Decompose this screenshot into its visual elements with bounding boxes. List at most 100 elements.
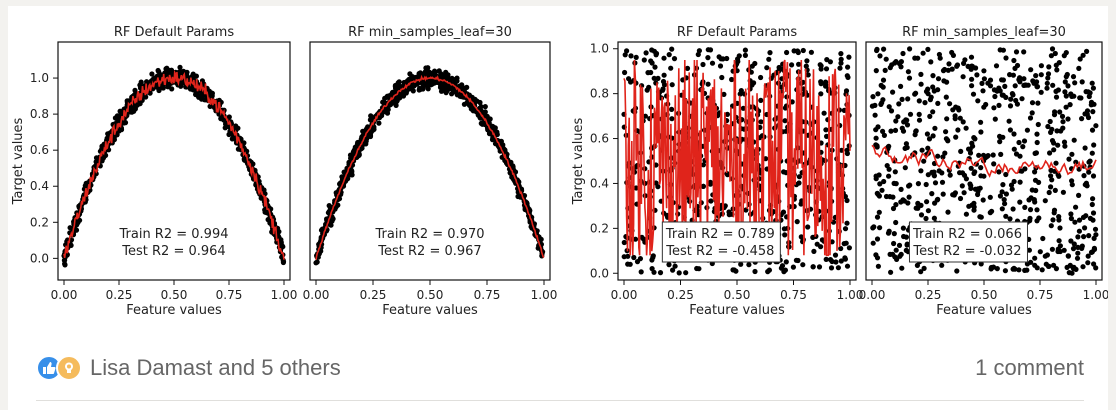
data-point bbox=[1056, 60, 1062, 66]
data-point bbox=[1048, 173, 1054, 179]
data-point bbox=[696, 48, 703, 54]
data-point bbox=[1032, 262, 1038, 268]
data-point bbox=[1045, 75, 1051, 81]
prediction-line bbox=[63, 69, 285, 260]
chart-title: RF Default Params bbox=[677, 25, 797, 40]
data-point bbox=[974, 72, 980, 78]
data-point bbox=[1057, 243, 1063, 249]
data-point bbox=[928, 94, 934, 100]
data-point bbox=[1063, 50, 1069, 56]
data-point bbox=[707, 47, 714, 53]
data-point bbox=[1068, 211, 1074, 217]
data-point bbox=[166, 82, 172, 88]
data-point bbox=[838, 51, 844, 57]
data-point bbox=[899, 125, 905, 131]
data-point bbox=[930, 73, 936, 79]
data-point bbox=[624, 48, 630, 54]
data-point bbox=[1070, 74, 1077, 80]
data-point bbox=[824, 57, 830, 63]
data-point bbox=[874, 214, 881, 220]
data-point bbox=[1089, 127, 1096, 133]
data-point bbox=[877, 225, 883, 231]
data-point bbox=[1048, 184, 1054, 190]
data-point bbox=[918, 269, 924, 275]
data-point bbox=[1029, 187, 1035, 193]
data-point bbox=[890, 89, 896, 95]
x-axis-label: Feature values bbox=[126, 303, 222, 318]
data-point bbox=[818, 63, 824, 69]
data-point bbox=[1091, 261, 1097, 267]
data-point bbox=[651, 75, 657, 81]
data-point bbox=[1085, 260, 1091, 266]
data-point bbox=[1007, 127, 1014, 133]
chart-title: RF min_samples_leaf=30 bbox=[902, 25, 1066, 40]
prediction-line bbox=[623, 59, 851, 257]
data-point bbox=[653, 52, 659, 58]
data-point bbox=[1061, 247, 1067, 253]
data-point bbox=[881, 132, 888, 138]
data-point bbox=[985, 80, 991, 86]
data-point bbox=[280, 259, 286, 266]
data-point bbox=[660, 86, 666, 92]
data-point bbox=[949, 66, 955, 72]
data-point bbox=[823, 256, 829, 262]
data-point bbox=[416, 87, 422, 93]
data-point bbox=[449, 91, 455, 97]
data-point bbox=[1026, 197, 1032, 203]
data-point bbox=[397, 95, 403, 101]
data-point bbox=[905, 96, 911, 102]
post-image[interactable]: RF Default Params 0.00 0.25 0.50 0.75 1.00 0.0… bbox=[8, 6, 1109, 336]
data-point bbox=[1073, 159, 1079, 165]
data-point bbox=[1017, 199, 1023, 205]
data-point bbox=[796, 180, 802, 186]
data-point bbox=[893, 118, 899, 124]
data-point bbox=[1017, 179, 1023, 185]
data-point bbox=[981, 104, 987, 110]
x-tick-label: 0.75 bbox=[474, 288, 501, 302]
comments-count[interactable]: 1 comment bbox=[975, 355, 1084, 380]
data-point bbox=[1032, 177, 1039, 183]
y-tick-label: 0.6 bbox=[590, 132, 609, 146]
data-point bbox=[77, 217, 83, 223]
data-point bbox=[169, 86, 175, 92]
data-point bbox=[955, 105, 961, 111]
data-point bbox=[877, 181, 883, 187]
data-point bbox=[881, 46, 887, 52]
data-point bbox=[972, 136, 978, 142]
data-point bbox=[1012, 65, 1018, 71]
data-point bbox=[1021, 138, 1028, 144]
data-point bbox=[1055, 142, 1061, 148]
data-point bbox=[874, 46, 880, 53]
data-point bbox=[1093, 265, 1099, 271]
prediction-line bbox=[315, 74, 545, 260]
data-point bbox=[742, 47, 749, 53]
data-point bbox=[901, 119, 907, 125]
data-point bbox=[931, 88, 937, 94]
data-point bbox=[872, 112, 878, 118]
data-point bbox=[823, 127, 829, 133]
data-point bbox=[671, 56, 678, 62]
data-point bbox=[971, 200, 977, 206]
data-point bbox=[427, 69, 433, 75]
x-tick-label: 0.00 bbox=[859, 288, 886, 302]
data-point bbox=[716, 54, 722, 60]
data-point bbox=[978, 165, 984, 171]
data-point bbox=[944, 116, 950, 122]
data-point bbox=[959, 170, 966, 176]
data-point bbox=[808, 49, 815, 55]
data-point bbox=[425, 65, 431, 71]
data-point bbox=[1003, 171, 1009, 178]
data-point bbox=[1082, 145, 1088, 151]
data-point bbox=[896, 101, 902, 107]
data-point bbox=[1066, 270, 1072, 276]
reactions-summary[interactable]: Lisa Damast and 5 others bbox=[36, 355, 341, 381]
data-point bbox=[705, 55, 711, 61]
data-point bbox=[1002, 83, 1008, 89]
reactions-count-text[interactable]: Lisa Damast and 5 others bbox=[90, 355, 341, 380]
data-point bbox=[880, 128, 886, 134]
data-point bbox=[206, 88, 212, 94]
data-point bbox=[137, 82, 143, 88]
data-point bbox=[1044, 85, 1050, 91]
data-point bbox=[740, 105, 746, 111]
data-point bbox=[931, 172, 937, 178]
